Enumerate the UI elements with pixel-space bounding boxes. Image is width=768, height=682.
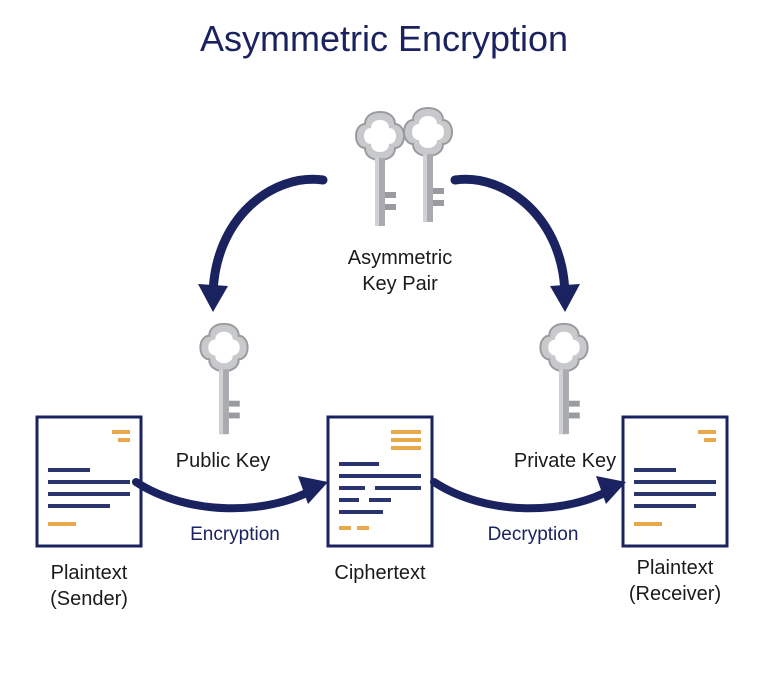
encryption-label: Encryption (170, 524, 300, 546)
public-key-icon (188, 318, 260, 451)
plaintext-receiver-doc-icon (620, 414, 730, 549)
plaintext-receiver-label: Plaintext (Receiver) (600, 555, 750, 607)
decryption-label: Decryption (468, 524, 598, 546)
ciphertext-doc-icon (325, 414, 435, 549)
plaintext-sender-label: Plaintext (Sender) (14, 560, 164, 612)
arrow-to-public-key-icon (188, 168, 338, 333)
arrow-to-private-key-icon (440, 168, 590, 333)
ciphertext-label: Ciphertext (305, 560, 455, 586)
diagram-title: Asymmetric Encryption (0, 18, 768, 60)
private-key-icon (528, 318, 600, 451)
